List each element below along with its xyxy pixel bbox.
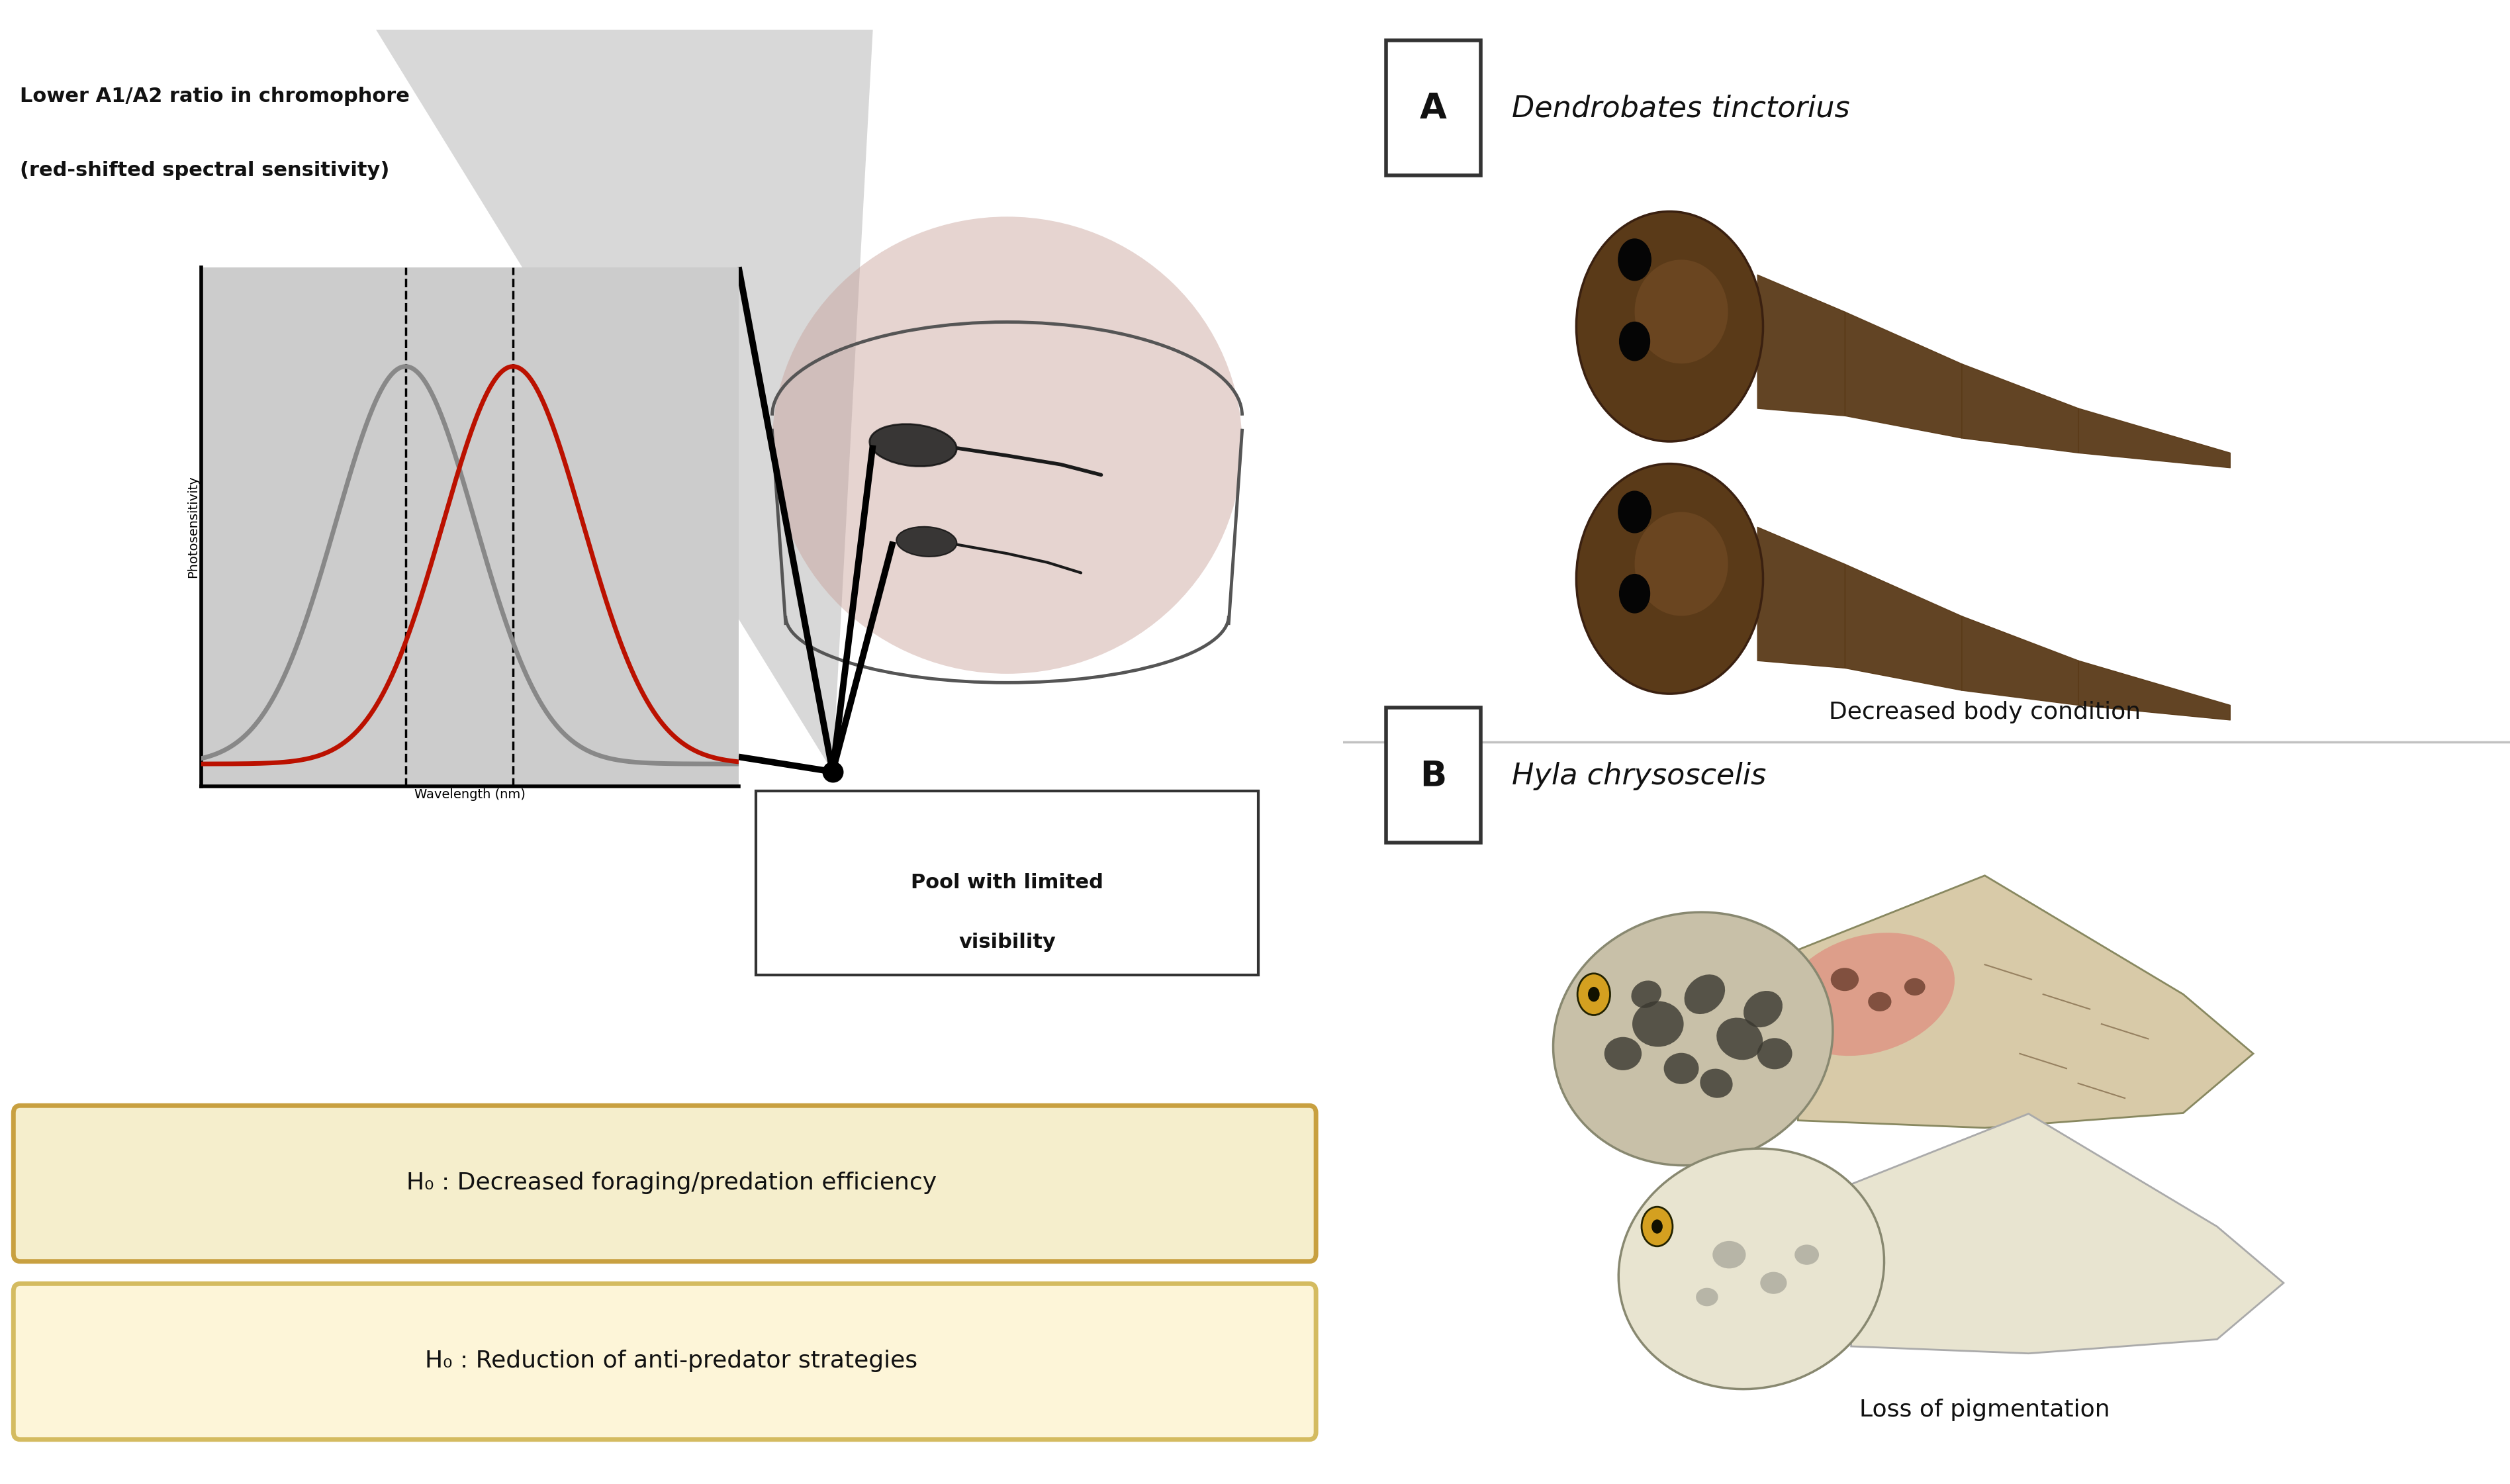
Ellipse shape [1757,1039,1792,1068]
Ellipse shape [1576,974,1609,1015]
Ellipse shape [1782,933,1955,1055]
Text: A: A [1421,91,1446,126]
Polygon shape [1852,1113,2284,1353]
Ellipse shape [1619,574,1649,613]
Ellipse shape [1634,260,1727,364]
Polygon shape [1797,876,2254,1128]
Ellipse shape [1684,975,1724,1014]
Ellipse shape [1589,987,1599,1002]
Text: Hyla chrysoscelis: Hyla chrysoscelis [1511,761,1767,791]
Ellipse shape [1619,1149,1885,1389]
Ellipse shape [1632,1002,1684,1046]
Ellipse shape [1642,1206,1672,1247]
X-axis label: Wavelength (nm): Wavelength (nm) [414,788,525,801]
Ellipse shape [1619,239,1652,280]
FancyBboxPatch shape [1386,708,1481,843]
Ellipse shape [1867,991,1893,1012]
Ellipse shape [1699,1068,1732,1098]
Text: (red-shifted spectral sensitivity): (red-shifted spectral sensitivity) [20,162,389,180]
Ellipse shape [1830,968,1860,991]
Text: H₀ : Reduction of anti-predator strategies: H₀ : Reduction of anti-predator strategi… [424,1349,919,1373]
Ellipse shape [1744,991,1782,1027]
Ellipse shape [773,217,1242,674]
Ellipse shape [1634,512,1727,616]
Polygon shape [376,30,873,772]
Ellipse shape [1760,1272,1787,1294]
Text: Dendrobates tinctorius: Dendrobates tinctorius [1511,93,1850,123]
FancyBboxPatch shape [13,1106,1315,1261]
Text: visibility: visibility [959,933,1057,951]
Text: Lower A1/A2 ratio in chromophore: Lower A1/A2 ratio in chromophore [20,88,409,105]
Y-axis label: Photosensitivity: Photosensitivity [188,475,201,579]
Ellipse shape [1576,463,1762,695]
Ellipse shape [1619,491,1652,533]
Text: B: B [1421,758,1446,794]
Text: Pool with limited: Pool with limited [911,874,1104,892]
Ellipse shape [1795,1245,1820,1264]
Ellipse shape [1697,1288,1717,1306]
Ellipse shape [1664,1054,1699,1083]
Ellipse shape [1905,978,1925,996]
Ellipse shape [1576,211,1762,442]
Ellipse shape [1604,1037,1642,1070]
Ellipse shape [868,424,956,466]
Ellipse shape [1619,322,1649,361]
FancyBboxPatch shape [1386,40,1481,175]
Ellipse shape [1717,1018,1762,1060]
Ellipse shape [896,527,956,556]
FancyBboxPatch shape [756,791,1258,975]
Text: Loss of pigmentation: Loss of pigmentation [1860,1398,2111,1422]
Ellipse shape [1652,1220,1662,1233]
Ellipse shape [1712,1241,1747,1269]
FancyBboxPatch shape [13,1284,1315,1439]
Text: Decreased body condition: Decreased body condition [1830,700,2141,724]
Text: H₀ : Decreased foraging/predation efficiency: H₀ : Decreased foraging/predation effici… [407,1171,936,1195]
Ellipse shape [1632,981,1662,1008]
Ellipse shape [1554,913,1832,1165]
